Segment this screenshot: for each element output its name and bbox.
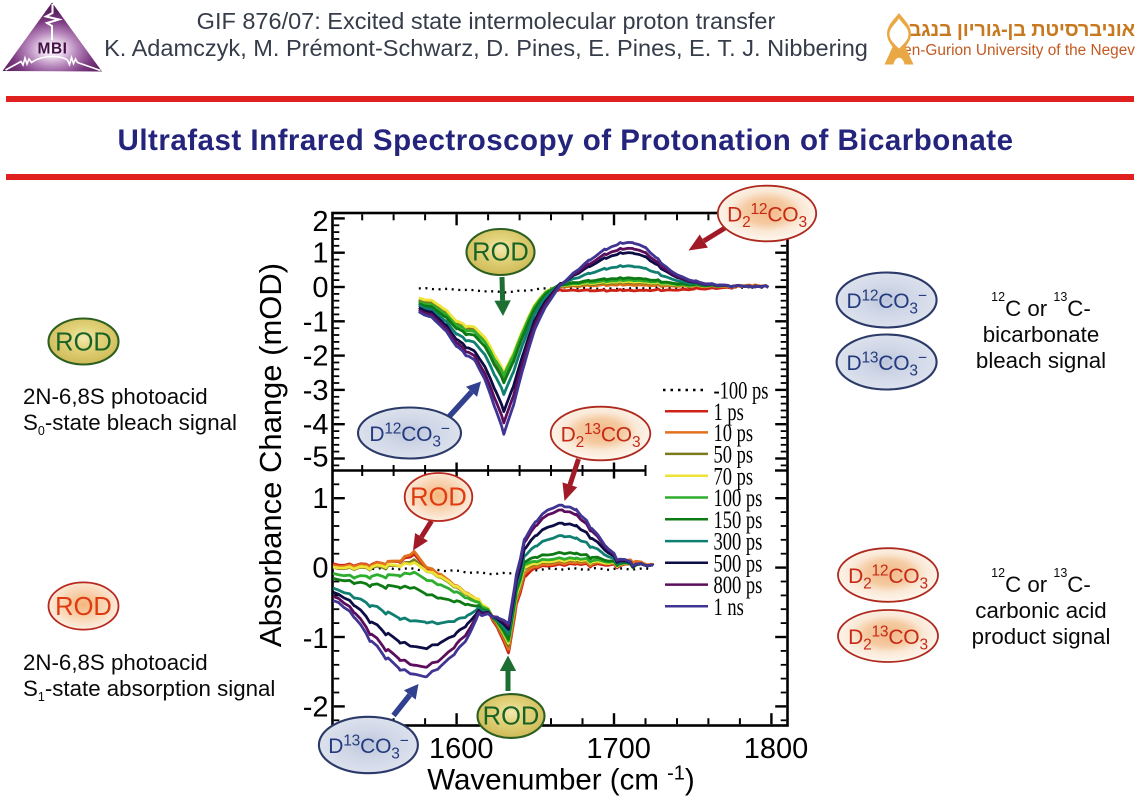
svg-text:ROD: ROD (55, 329, 112, 357)
svg-text:D212CO3: D212CO3 (727, 201, 807, 231)
svg-text:100 ps: 100 ps (714, 483, 763, 511)
svg-text:1 ps: 1 ps (714, 397, 744, 425)
svg-text:-3: -3 (303, 375, 329, 407)
svg-text:1700: 1700 (586, 733, 651, 765)
svg-text:1600: 1600 (429, 733, 494, 765)
svg-text:1: 1 (312, 483, 328, 515)
svg-text:150 ps: 150 ps (714, 505, 763, 533)
svg-text:300 ps: 300 ps (714, 527, 763, 555)
svg-text:-2: -2 (303, 691, 329, 723)
svg-text:1: 1 (312, 238, 328, 270)
svg-text:D213CO3: D213CO3 (561, 421, 641, 451)
svg-text:-1: -1 (303, 623, 329, 655)
svg-text:800 ps: 800 ps (714, 570, 763, 598)
svg-text:0: 0 (312, 553, 328, 585)
svg-text:50 ps: 50 ps (714, 440, 754, 468)
svg-text:ROD: ROD (55, 593, 112, 621)
svg-text:ROD: ROD (410, 484, 467, 512)
svg-text:-2: -2 (303, 341, 329, 373)
svg-text:1800: 1800 (744, 733, 809, 765)
svg-text:1 ns: 1 ns (714, 592, 744, 620)
svg-text:Absorbance Change (mOD): Absorbance Change (mOD) (253, 263, 288, 647)
svg-text:2: 2 (312, 206, 328, 238)
svg-text:Wavenumber (cm -1): Wavenumber (cm -1) (427, 763, 695, 797)
svg-text:-100 ps: -100 ps (714, 376, 769, 404)
svg-text:D213CO3: D213CO3 (848, 624, 928, 654)
svg-text:D12CO3−: D12CO3− (369, 421, 449, 451)
svg-text:D212CO3: D212CO3 (848, 563, 928, 593)
svg-text:ROD: ROD (483, 703, 540, 731)
svg-text:MBI: MBI (38, 41, 68, 58)
svg-text:500 ps: 500 ps (714, 549, 763, 577)
svg-text:70 ps: 70 ps (714, 462, 754, 490)
svg-text:0: 0 (312, 272, 328, 304)
svg-text:-5: -5 (303, 442, 329, 474)
svg-text:10 ps: 10 ps (714, 418, 754, 446)
svg-text:D12CO3−: D12CO3− (846, 288, 926, 318)
svg-text:-4: -4 (303, 409, 329, 441)
svg-text:ROD: ROD (472, 239, 529, 267)
svg-text:-1: -1 (303, 306, 329, 338)
